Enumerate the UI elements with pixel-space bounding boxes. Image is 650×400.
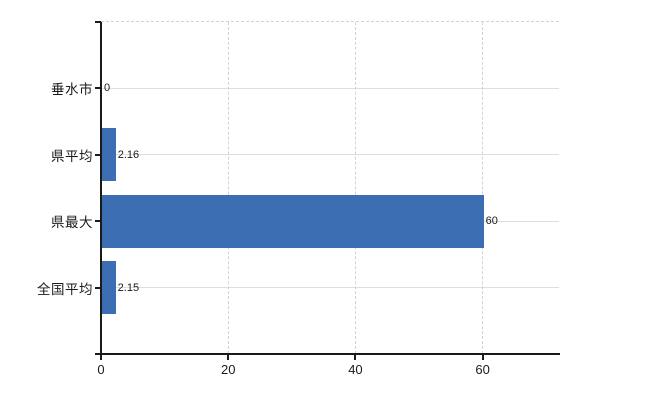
- plot-top-border: [101, 21, 559, 22]
- value-label: 2.15: [117, 281, 140, 294]
- axis-tick: [481, 354, 484, 360]
- bar: [102, 128, 116, 182]
- x-tick-label: 0: [97, 362, 105, 377]
- value-label: 60: [485, 215, 498, 228]
- axis-tick: [95, 286, 101, 289]
- axis-tick: [227, 354, 230, 360]
- category-label: 県最大: [51, 215, 93, 231]
- bar: [102, 194, 484, 248]
- bar: [102, 261, 116, 315]
- v-gridline: [482, 22, 484, 354]
- x-tick-label: 20: [220, 362, 236, 377]
- x-axis-line: [95, 353, 560, 355]
- v-gridline: [227, 22, 229, 354]
- v-gridline: [354, 22, 356, 354]
- x-tick-label: 40: [348, 362, 363, 377]
- axis-tick: [95, 87, 101, 90]
- category-label: 垂水市: [51, 82, 93, 98]
- value-label: 0: [104, 82, 111, 95]
- axis-tick: [95, 21, 101, 23]
- h-gridline: [101, 87, 559, 89]
- h-gridline: [101, 154, 559, 156]
- h-gridline: [101, 287, 559, 289]
- x-tick-label: 60: [475, 362, 490, 377]
- category-label: 県平均: [51, 148, 93, 164]
- axis-tick: [100, 354, 102, 360]
- y-axis-line: [100, 22, 102, 355]
- axis-tick: [95, 220, 101, 223]
- axis-tick: [95, 153, 101, 156]
- category-label: 全国平均: [37, 281, 93, 297]
- value-label: 2.16: [117, 148, 140, 161]
- axis-tick: [354, 354, 357, 360]
